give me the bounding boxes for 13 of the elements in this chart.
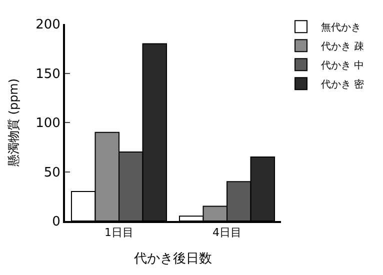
legend-label: 無代かき xyxy=(321,22,361,34)
legend-label: 代かき 中 xyxy=(320,60,364,72)
legend-label: 代かき 疎 xyxy=(320,40,364,53)
legend-label: 代かき 密 xyxy=(320,78,364,91)
x-axis-title: 代かき後日数 xyxy=(133,251,212,266)
y-tick-label: 0 xyxy=(52,214,60,230)
y-tick-label: 200 xyxy=(36,18,60,33)
y-axis-title: 懸濁物質 (ppm) xyxy=(6,78,20,168)
y-tick-label: 50 xyxy=(44,165,60,180)
x-tick-label: 4日目 xyxy=(212,226,242,240)
x-tick-label: 1日目 xyxy=(104,226,134,240)
y-tick-label: 150 xyxy=(36,66,60,82)
y-tick-label: 100 xyxy=(36,116,60,132)
